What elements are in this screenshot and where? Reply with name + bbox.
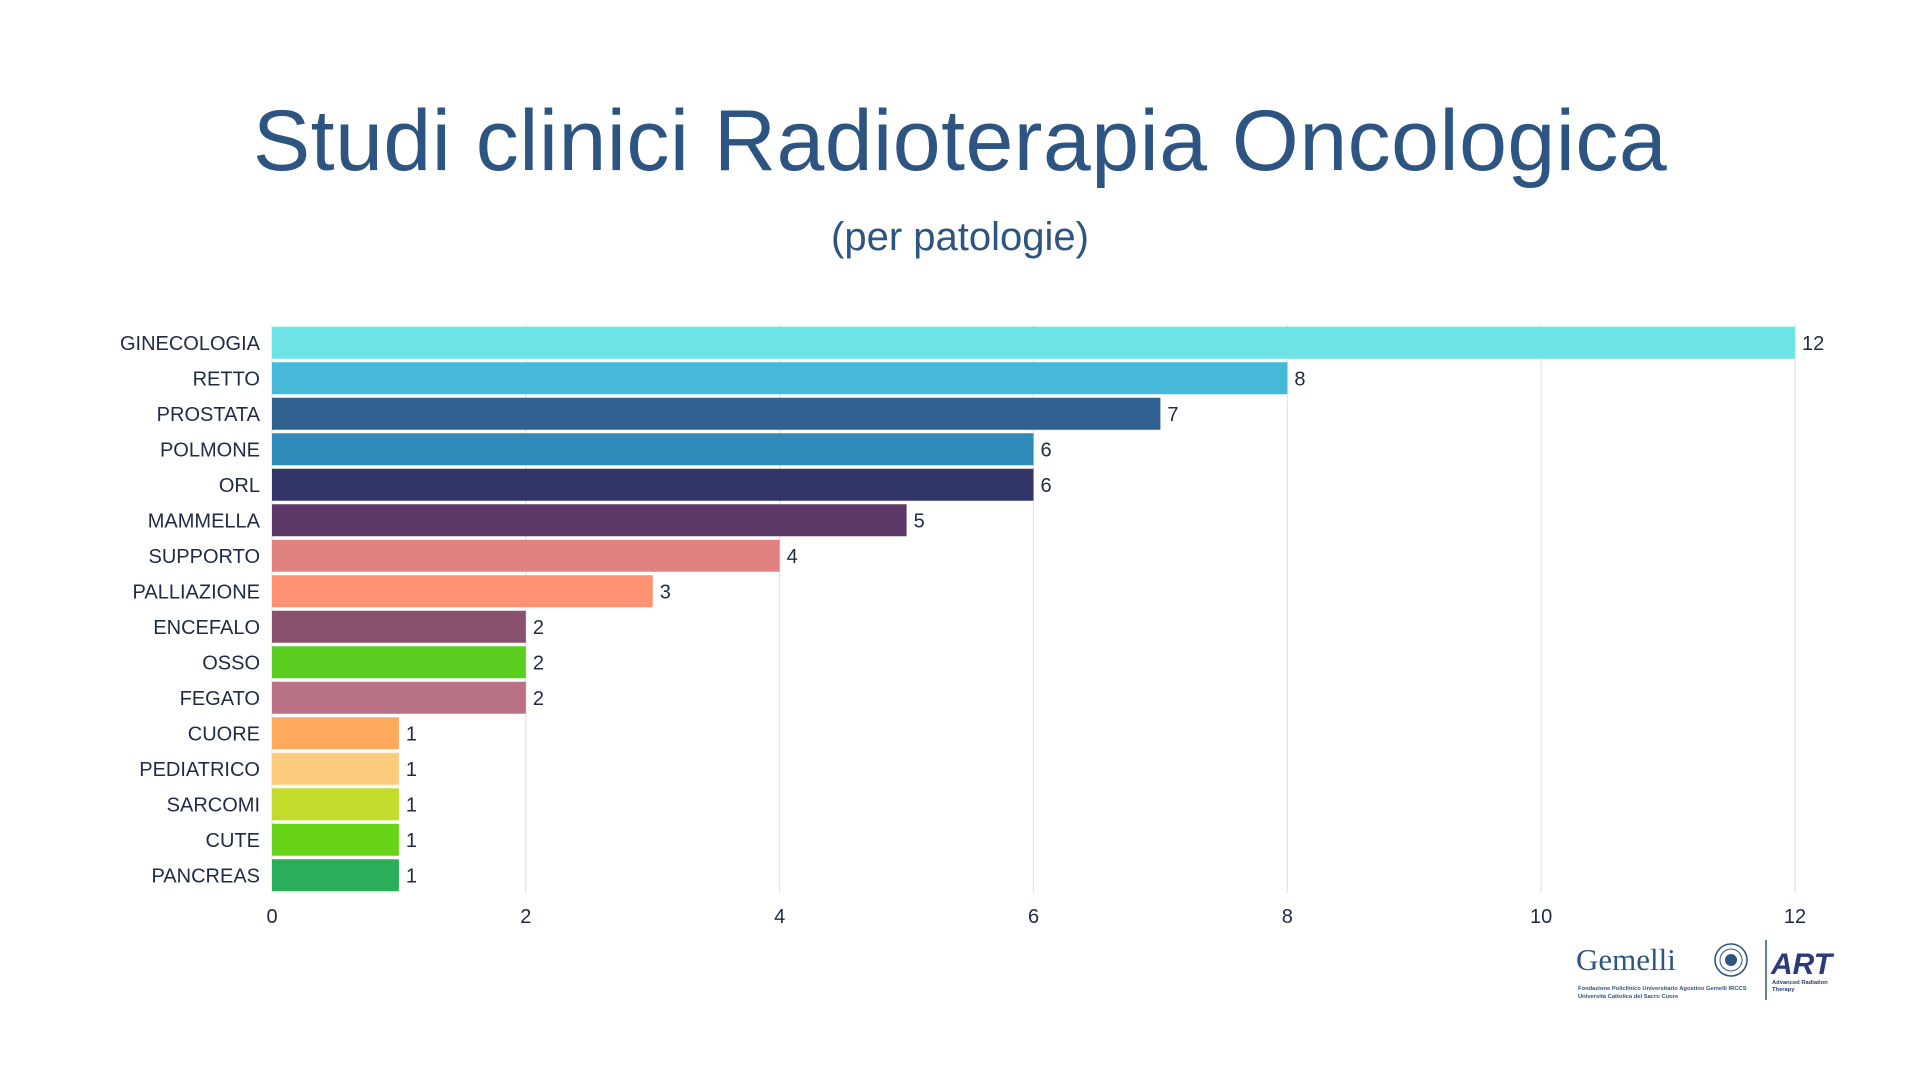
bar [272, 752, 399, 785]
bar [272, 823, 399, 856]
category-label: ORL [219, 475, 260, 497]
logos: Gemelli Fondazione Policlinico Universit… [1570, 938, 1900, 1008]
gemelli-logo-line1: Fondazione Policlinico Universitario Ago… [1578, 986, 1747, 992]
x-tick-label: 10 [1530, 906, 1552, 928]
value-label: 2 [533, 617, 544, 639]
bar [272, 468, 1034, 501]
bar-chart: GINECOLOGIA RETTO PROSTATA POLMONE ORL MAMMEL… [120, 325, 1824, 928]
art-logo-name: ART [1770, 948, 1835, 981]
art-logo-line1: Advanced Radiation [1772, 980, 1828, 986]
value-label: 3 [660, 581, 671, 603]
category-label: POLMONE [160, 439, 260, 461]
value-label: 2 [533, 652, 544, 674]
value-label: 2 [533, 688, 544, 710]
value-label: 1 [406, 759, 417, 781]
category-label: GINECOLOGIA [120, 333, 261, 355]
category-label: PANCREAS [151, 865, 260, 887]
x-tick-label: 6 [1028, 906, 1039, 928]
category-label: RETTO [193, 368, 260, 390]
category-label: CUTE [206, 830, 260, 852]
value-label: 6 [1041, 439, 1052, 461]
gemelli-logo-name: Gemelli [1576, 942, 1676, 977]
x-tick-label: 4 [774, 906, 785, 928]
value-label: 4 [787, 546, 798, 568]
x-tick-label: 0 [266, 906, 277, 928]
bar [272, 859, 399, 892]
bar [272, 717, 399, 750]
x-tick-label: 8 [1282, 906, 1293, 928]
category-label: ENCEFALO [153, 617, 260, 639]
value-label: 6 [1041, 475, 1052, 497]
category-label: CUORE [188, 723, 260, 745]
category-label: OSSO [202, 652, 260, 674]
value-label: 1 [406, 794, 417, 816]
chart-subtitle: (per patologie) [831, 215, 1089, 259]
bar [272, 326, 1795, 359]
gemelli-logo-line2: Università Cattolica del Sacro Cuore [1578, 994, 1679, 1000]
category-label: SARCOMI [167, 794, 260, 816]
value-label: 12 [1802, 333, 1824, 355]
value-label: 5 [914, 510, 925, 532]
bar [272, 362, 1288, 395]
x-tick-label: 2 [520, 906, 531, 928]
bar [272, 681, 526, 714]
bar [272, 575, 653, 608]
bar [272, 788, 399, 821]
bar [272, 539, 780, 572]
category-label: PROSTATA [157, 404, 261, 426]
x-tick-label: 12 [1784, 906, 1806, 928]
category-label: FEGATO [180, 688, 260, 710]
gemelli-seal-icon [1714, 943, 1748, 977]
category-label: PEDIATRICO [139, 759, 260, 781]
category-labels: GINECOLOGIA RETTO PROSTATA POLMONE ORL MAMMEL… [120, 333, 261, 888]
bar [272, 646, 526, 679]
x-axis-ticks: 0 2 4 6 8 10 12 [266, 906, 1806, 928]
value-label: 7 [1167, 404, 1178, 426]
value-label: 1 [406, 865, 417, 887]
value-label: 1 [406, 723, 417, 745]
chart-title: Studi clinici Radioterapia Oncologica [252, 93, 1668, 189]
bar [272, 504, 907, 537]
value-label: 8 [1294, 368, 1305, 390]
value-labels: 12 8 7 6 6 5 4 3 2 2 2 1 1 1 1 1 [406, 333, 1824, 888]
bars [272, 326, 1795, 892]
value-label: 1 [406, 830, 417, 852]
category-label: PALLIAZIONE [133, 581, 260, 603]
category-label: SUPPORTO [148, 546, 260, 568]
bar [272, 433, 1034, 466]
bar [272, 397, 1161, 430]
category-label: MAMMELLA [148, 510, 261, 532]
bar [272, 610, 526, 643]
art-logo-line2: Therapy [1772, 987, 1795, 993]
